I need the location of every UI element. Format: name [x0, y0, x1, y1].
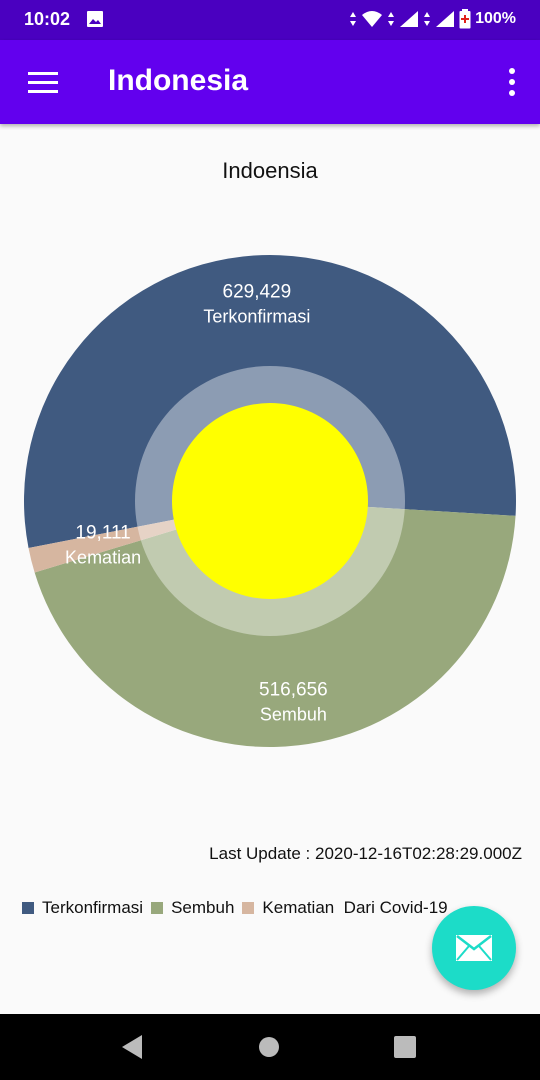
slice-label-terkonfirmasi: Terkonfirmasi	[203, 306, 310, 326]
app-bar: Indonesia	[0, 40, 540, 124]
status-time: 10:02	[24, 9, 71, 29]
mail-icon	[456, 935, 492, 961]
recents-icon[interactable]	[394, 1036, 416, 1058]
gallery-notification-icon	[87, 11, 103, 27]
system-nav-bar	[0, 1014, 540, 1080]
data-arrows-icon-3	[424, 12, 431, 26]
status-bar: 10:02 100%	[0, 0, 540, 40]
more-vert-icon	[509, 68, 515, 96]
chart-container: Indoensia 629,429 Terkonfirmasi 516,656 Sem…	[0, 124, 540, 1014]
wifi-icon	[362, 11, 383, 27]
last-update: Last Update : 2020-12-16T02:28:29.000Z	[209, 844, 522, 863]
more-options-button[interactable]	[500, 62, 524, 102]
data-arrows-icon-2	[388, 12, 395, 26]
pie-slice-sembuh[interactable]	[34, 501, 516, 747]
email-fab[interactable]	[432, 906, 516, 990]
chart-legend: Terkonfirmasi Sembuh Kematian Dari Covid…	[22, 898, 456, 918]
legend-label-kematian: Kematian Dari Covid-19	[262, 898, 448, 917]
legend-label-sembuh: Sembuh	[171, 898, 235, 917]
menu-button[interactable]	[18, 62, 66, 102]
slice-value-sembuh: 516,656	[259, 680, 328, 701]
battery-icon	[459, 9, 471, 29]
menu-icon	[28, 72, 58, 93]
legend-swatch-kematian	[242, 902, 255, 914]
battery-percent: 100%	[475, 10, 516, 27]
app-title: Indonesia	[108, 64, 249, 97]
pie-center-hole	[172, 403, 368, 599]
data-arrows-icon	[350, 12, 357, 26]
slice-label-kematian: Kematian	[65, 547, 141, 567]
pie-slice-terkonfirmasi[interactable]	[24, 254, 517, 548]
legend-swatch-terkonfirmasi	[22, 902, 34, 914]
signal-icon-2	[436, 11, 455, 27]
slice-label-sembuh: Sembuh	[260, 705, 327, 725]
slice-value-terkonfirmasi: 629,429	[223, 281, 292, 302]
home-icon[interactable]	[258, 1036, 280, 1058]
legend-item-sembuh: Sembuh	[151, 898, 234, 918]
legend-label-terkonfirmasi: Terkonfirmasi	[42, 898, 144, 917]
chart-title: Indoensia	[222, 158, 318, 183]
signal-icon	[400, 11, 419, 27]
legend-swatch-sembuh	[151, 902, 164, 914]
slice-value-kematian: 19,111	[75, 522, 130, 543]
pie-chart[interactable]: 629,429 Terkonfirmasi 516,656 Sembuh 19,111 K…	[0, 124, 540, 824]
legend-item-terkonfirmasi: Terkonfirmasi	[22, 898, 143, 918]
status-icons: 100%	[349, 9, 516, 29]
legend-item-kematian: Kematian Dari Covid-19	[242, 898, 448, 918]
back-icon[interactable]	[120, 1034, 144, 1060]
